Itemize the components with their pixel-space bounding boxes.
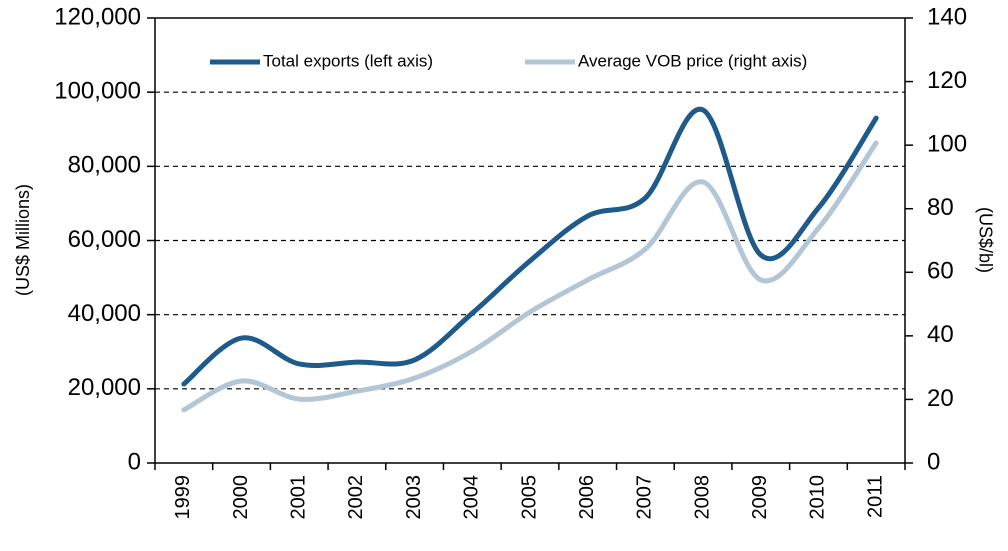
y2-tick-label: 80: [927, 194, 954, 221]
x-tick-label: 2007: [634, 475, 656, 520]
y2-tick-label: 20: [927, 385, 954, 412]
y-tick-label: 100,000: [54, 78, 141, 105]
y2-tick-label: 120: [927, 67, 967, 94]
x-tick-label: 2000: [230, 475, 252, 520]
series-line: [181, 106, 879, 387]
x-tick-label: 1999: [172, 475, 194, 520]
x-tick-label: 2002: [345, 475, 367, 520]
y2-tick-label: 140: [927, 3, 967, 30]
y-tick-label: 120,000: [54, 3, 141, 30]
y2-tick-label: 40: [927, 321, 954, 348]
x-tick-label: 2006: [576, 475, 598, 520]
x-tick-label: 2003: [403, 475, 425, 520]
legend-label: Total exports (left axis): [263, 51, 433, 70]
x-tick-label: 2010: [807, 475, 829, 520]
y2-tick-label: 100: [927, 130, 967, 157]
legend-label: Average VOB price (right axis): [578, 51, 807, 70]
x-tick-label: 2009: [749, 475, 771, 520]
y2-axis-label: (US$/bl): [975, 207, 995, 273]
y-tick-label: 80,000: [68, 152, 141, 179]
y-tick-label: 0: [128, 448, 141, 475]
x-tick-label: 2005: [518, 475, 540, 520]
y-tick-label: 60,000: [68, 226, 141, 253]
x-tick-label: 2001: [288, 475, 310, 520]
y-tick-label: 20,000: [68, 374, 141, 401]
series-line: [181, 140, 879, 413]
y-axis-label: (US$ Millions): [13, 184, 33, 296]
x-tick-label: 2004: [461, 475, 483, 520]
y2-tick-label: 60: [927, 258, 954, 285]
x-tick-label: 2008: [691, 475, 713, 520]
x-tick-label: 2011: [864, 475, 886, 518]
y-tick-label: 40,000: [68, 300, 141, 327]
y2-tick-label: 0: [927, 448, 940, 475]
